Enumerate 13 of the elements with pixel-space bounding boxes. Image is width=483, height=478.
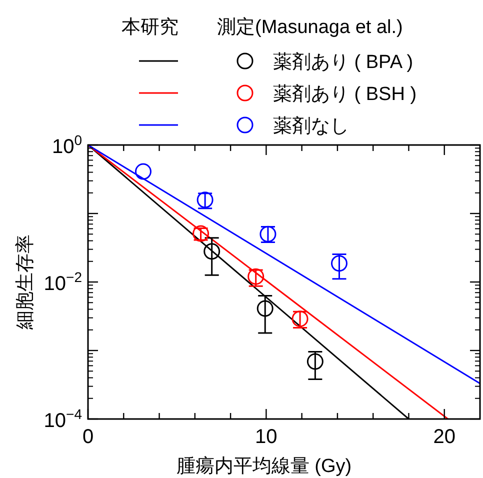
x-tick-label: 20: [433, 426, 456, 448]
text: 測定(Masunaga et al.): [217, 16, 403, 38]
legend-label: 薬剤あり ( BSH ): [273, 83, 417, 105]
y-tick-label: 10$^{0}$: [52, 132, 82, 158]
x-axis-title: 腫瘍内平均線量 (Gy): [176, 455, 352, 477]
y-axis-title: 細胞生存率: [14, 234, 36, 330]
x-tick-label: 0: [82, 426, 94, 448]
legend-label: 薬剤あり ( BPA ): [273, 51, 414, 73]
x-tick-label: 10: [255, 426, 278, 448]
legend-label: 薬剤なし: [273, 115, 349, 137]
text: 本研究: [122, 16, 178, 38]
y-tick-label: 10$^{−4}$: [44, 406, 82, 432]
y-tick-label: 10$^{−2}$: [44, 269, 82, 295]
